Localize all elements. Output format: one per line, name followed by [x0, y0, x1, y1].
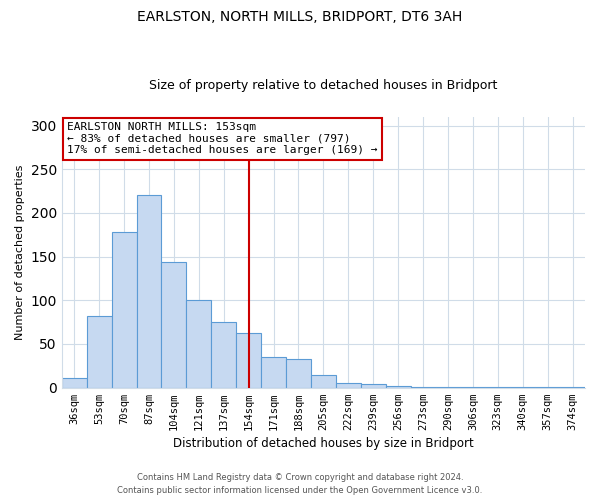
- Bar: [286, 359, 311, 388]
- Bar: [311, 374, 336, 388]
- Bar: [386, 386, 410, 388]
- Bar: [460, 387, 485, 388]
- Bar: [361, 384, 386, 388]
- Bar: [161, 262, 187, 388]
- Bar: [510, 387, 535, 388]
- Bar: [62, 378, 87, 388]
- Bar: [485, 387, 510, 388]
- Text: EARLSTON NORTH MILLS: 153sqm
← 83% of detached houses are smaller (797)
17% of s: EARLSTON NORTH MILLS: 153sqm ← 83% of de…: [67, 122, 377, 156]
- Bar: [336, 384, 361, 388]
- Bar: [261, 357, 286, 388]
- Y-axis label: Number of detached properties: Number of detached properties: [15, 164, 25, 340]
- Bar: [410, 387, 436, 388]
- Bar: [211, 322, 236, 388]
- Bar: [560, 387, 585, 388]
- Text: Contains HM Land Registry data © Crown copyright and database right 2024.
Contai: Contains HM Land Registry data © Crown c…: [118, 474, 482, 495]
- Bar: [187, 300, 211, 388]
- Bar: [87, 316, 112, 388]
- Bar: [137, 194, 161, 388]
- Bar: [112, 232, 137, 388]
- Bar: [535, 387, 560, 388]
- Bar: [236, 332, 261, 388]
- Text: EARLSTON, NORTH MILLS, BRIDPORT, DT6 3AH: EARLSTON, NORTH MILLS, BRIDPORT, DT6 3AH: [137, 10, 463, 24]
- Title: Size of property relative to detached houses in Bridport: Size of property relative to detached ho…: [149, 79, 497, 92]
- X-axis label: Distribution of detached houses by size in Bridport: Distribution of detached houses by size …: [173, 437, 474, 450]
- Bar: [436, 387, 460, 388]
